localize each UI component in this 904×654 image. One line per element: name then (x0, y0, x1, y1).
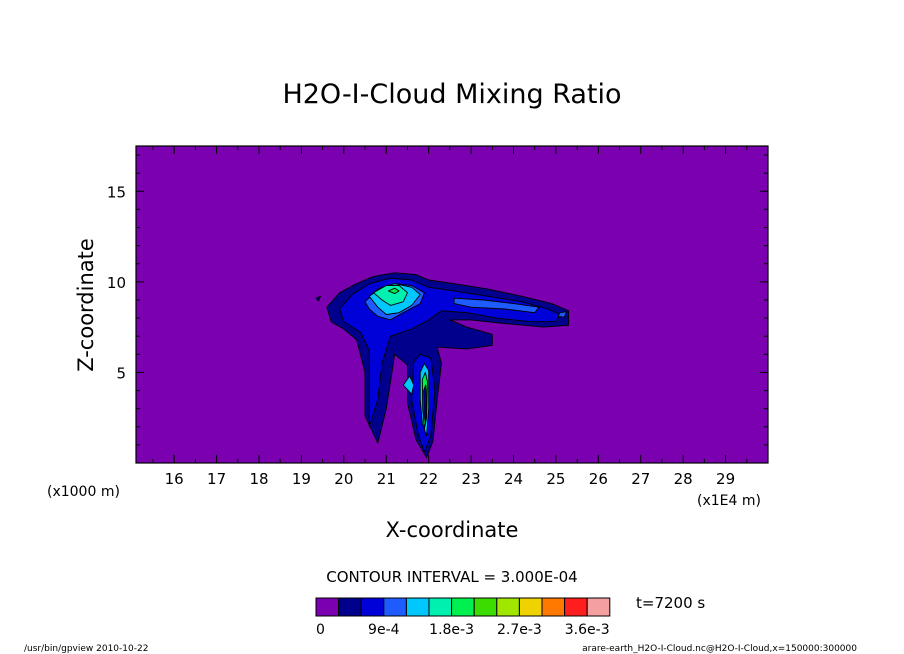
x-tick-label: 20 (334, 470, 353, 488)
colorbar-swatch (428, 597, 453, 617)
contour-fragment (315, 295, 321, 302)
contour-fragment (557, 311, 567, 318)
colorbar-swatch (338, 597, 362, 617)
x-tick-label: 16 (165, 470, 184, 488)
contour-level-3-arm (453, 297, 540, 314)
contour-level-4-small (402, 375, 415, 395)
colorbar-swatch (473, 597, 498, 617)
x-tick-label: 27 (631, 470, 650, 488)
colorbar-label: 3.6e-3 (565, 622, 610, 638)
y-tick-label: 10 (107, 274, 126, 292)
colorbar-swatch (451, 597, 475, 617)
contour-interval: CONTOUR INTERVAL = 3.000E-04 (326, 568, 577, 586)
plot-frame (135, 145, 769, 464)
x-tick-label: 24 (504, 470, 523, 488)
colorbar-swatch (518, 597, 543, 617)
y-tick-label: 5 (116, 364, 126, 382)
contour-field (315, 272, 570, 459)
colorbar-label: 1.8e-3 (429, 622, 474, 638)
x-tick-label: 19 (292, 470, 311, 488)
footer-left: /usr/bin/gpview 2010-10-22 (24, 644, 148, 654)
colorbar-swatch (315, 597, 340, 617)
colorbar-label: 0 (316, 622, 325, 638)
colorbar-label: 2.7e-3 (497, 622, 542, 638)
x-axis-label: X-coordinate (386, 518, 519, 542)
axes: 16 17 18 19 20 21 22 23 24 25 26 27 28 29 5 10 15 (107, 146, 768, 488)
x-tick-label: 28 (674, 470, 693, 488)
contour-level-core-stem (423, 384, 428, 424)
colorbar-swatch (383, 597, 407, 617)
colorbar-swatch (564, 597, 588, 617)
x-tick-label: 23 (462, 470, 481, 488)
colorbar-label: 9e-4 (368, 622, 400, 638)
y-tick-label: 15 (107, 183, 126, 201)
x-tick-label: 25 (546, 470, 565, 488)
footer-right: arare-earth_H2O-I-Cloud.nc@H2O-I-Cloud,x… (582, 644, 857, 654)
colorbar: 0 9e-4 1.8e-3 2.7e-3 3.6e-3 (315, 597, 611, 638)
x-tick-label: 18 (249, 470, 268, 488)
x-unit-left: (x1000 m) (47, 484, 120, 500)
colorbar-swatch (496, 597, 520, 617)
x-unit-right: (x1E4 m) (697, 493, 761, 509)
x-tick-label: 22 (419, 470, 438, 488)
x-tick-label: 21 (377, 470, 396, 488)
x-tick-label: 17 (207, 470, 226, 488)
time-label: t=7200 s (636, 594, 705, 612)
colorbar-swatch (541, 597, 566, 617)
colorbar-swatch (405, 597, 430, 617)
chart-title: H2O-I-Cloud Mixing Ratio (282, 79, 621, 110)
colorbar-swatch (586, 597, 611, 617)
x-tick-label: 26 (589, 470, 608, 488)
y-axis-label: Z-coordinate (74, 238, 98, 372)
colorbar-swatch (360, 597, 385, 617)
x-tick-label: 29 (716, 470, 735, 488)
contour-level-6 (387, 287, 400, 295)
